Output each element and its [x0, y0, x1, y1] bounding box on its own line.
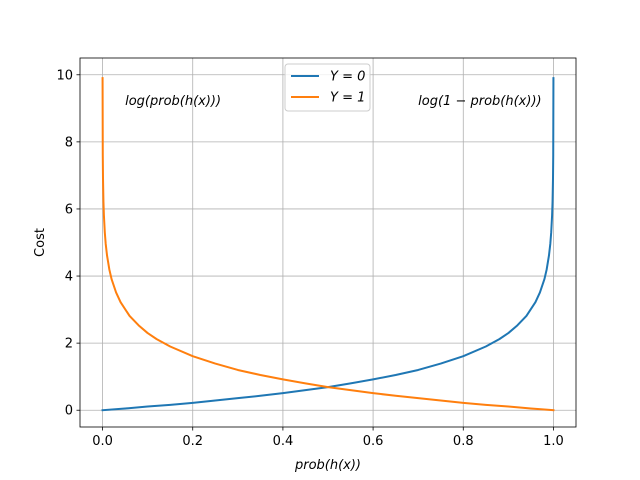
x-tick-label: 0.6	[363, 434, 384, 449]
y-axis-label: Cost	[33, 228, 48, 257]
x-tick-label: 1.0	[543, 434, 564, 449]
x-tick-label: 0.0	[92, 434, 113, 449]
series-line-2	[101, 77, 555, 412]
series-layer	[101, 77, 555, 412]
y-tick-label: 0	[65, 404, 73, 419]
x-tick-label: 0.4	[273, 434, 294, 449]
x-axis-label: prob(h(x))	[294, 458, 361, 473]
y-tick-label: 10	[56, 68, 73, 83]
y-ticks: 0 2 4 6 8 10	[56, 68, 80, 419]
legend-label-1: Y = 0	[330, 70, 365, 85]
legend-label-2: Y = 1	[330, 91, 365, 106]
annotation-2: log(1 − prob(h(x)))	[418, 94, 541, 109]
y-tick-label: 2	[65, 337, 73, 352]
y-tick-label: 6	[65, 202, 73, 217]
y-tick-label: 8	[65, 135, 73, 150]
plot-frame	[79, 57, 577, 428]
y-tick-label: 4	[65, 270, 73, 285]
annotations: log(prob(h(x))) log(1 − prob(h(x)))	[125, 94, 542, 109]
x-tick-label: 0.2	[182, 434, 203, 449]
annotation-1: log(prob(h(x)))	[125, 94, 221, 109]
legend: Y = 0 Y = 1	[284, 63, 371, 112]
series-line-1	[101, 77, 555, 412]
x-ticks: 0.0 0.2 0.4 0.6 0.8 1.0	[92, 427, 564, 449]
x-tick-label: 0.8	[453, 434, 474, 449]
